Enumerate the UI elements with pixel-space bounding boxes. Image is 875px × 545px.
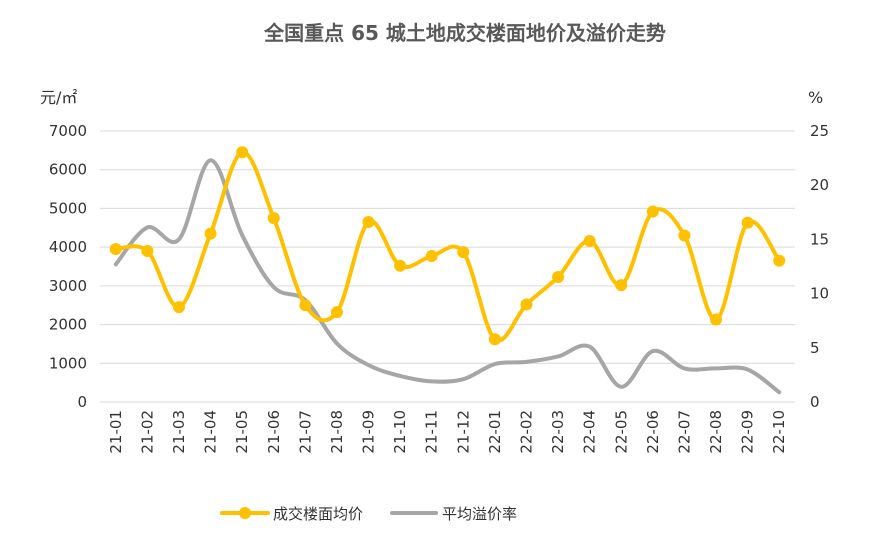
price-point (583, 234, 596, 247)
x-tick-label: 21-07 (296, 410, 314, 454)
x-tick-label: 21-09 (360, 410, 378, 454)
left-tick-label: 2000 (49, 316, 87, 334)
x-tick-label: 22-05 (612, 410, 630, 454)
right-tick-label: 0 (810, 393, 820, 411)
x-tick-label: 22-07 (675, 410, 693, 454)
left-tick-label: 0 (77, 393, 87, 411)
right-tick-label: 10 (810, 285, 829, 303)
x-tick-label: 21-04 (202, 410, 220, 454)
right-tick-label: 20 (810, 176, 829, 194)
price-point (457, 246, 470, 259)
series-line-premium (113, 158, 782, 395)
x-tick-label: 22-03 (549, 410, 567, 454)
x-tick-label: 21-08 (328, 410, 346, 454)
right-axis-unit: % (808, 88, 823, 107)
x-tick-label: 21-11 (423, 410, 441, 454)
x-tick-label: 21-03 (170, 410, 188, 454)
price-point (710, 313, 723, 326)
price-point (615, 279, 628, 292)
left-tick-label: 7000 (49, 122, 87, 140)
price-point (741, 216, 754, 229)
price-point (773, 254, 786, 267)
price-point (394, 259, 407, 272)
price-point (488, 333, 501, 346)
x-tick-label: 22-02 (517, 410, 535, 454)
series-line-price (113, 150, 782, 343)
x-axis-ticks: 21-01 21-02 21-03 21-04 21-05 21-06 21-07 21-08… (107, 410, 788, 454)
price-point (172, 301, 185, 314)
right-tick-label: 15 (810, 230, 829, 248)
x-tick-label: 22-08 (707, 410, 725, 454)
left-tick-label: 5000 (49, 199, 87, 217)
x-tick-label: 21-01 (107, 410, 125, 454)
x-tick-label: 22-01 (486, 410, 504, 454)
chart-title: 全国重点 65 城土地成交楼面地价及溢价走势 (263, 21, 666, 45)
legend-label-price: 成交楼面均价 (273, 505, 363, 523)
left-tick-label: 6000 (49, 161, 87, 179)
x-tick-label: 21-05 (233, 410, 251, 454)
price-point (362, 215, 375, 228)
legend: 成交楼面均价 平均溢价率 (220, 505, 517, 523)
price-point (520, 298, 533, 311)
x-tick-label: 22-09 (739, 410, 757, 454)
right-axis-ticks: 0 5 10 15 20 25 (810, 122, 829, 411)
x-tick-label: 22-10 (770, 410, 788, 454)
price-point (552, 270, 565, 283)
x-tick-label: 21-06 (265, 410, 283, 454)
price-point (267, 212, 280, 225)
price-point (109, 243, 122, 256)
right-tick-label: 25 (810, 122, 829, 140)
right-tick-label: 5 (810, 339, 820, 357)
price-point (425, 250, 438, 263)
price-point (330, 306, 343, 319)
price-point (204, 227, 217, 240)
left-axis-ticks: 0 1000 2000 3000 4000 5000 6000 7000 (49, 122, 87, 411)
price-point (299, 299, 312, 312)
x-tick-label: 22-06 (644, 410, 662, 454)
left-tick-label: 1000 (49, 354, 87, 372)
legend-marker-price (239, 507, 251, 519)
price-point (141, 245, 154, 258)
legend-label-premium: 平均溢价率 (442, 505, 517, 523)
price-point (236, 146, 249, 159)
left-axis-unit: 元/㎡ (40, 88, 77, 107)
left-tick-label: 4000 (49, 238, 87, 256)
series-layer (109, 146, 786, 395)
price-point (678, 229, 691, 242)
left-tick-label: 3000 (49, 277, 87, 295)
x-tick-label: 21-02 (138, 410, 156, 454)
x-tick-label: 21-10 (391, 410, 409, 454)
x-tick-label: 22-04 (581, 410, 599, 454)
x-tick-label: 21-12 (454, 410, 472, 454)
price-point (646, 205, 659, 218)
